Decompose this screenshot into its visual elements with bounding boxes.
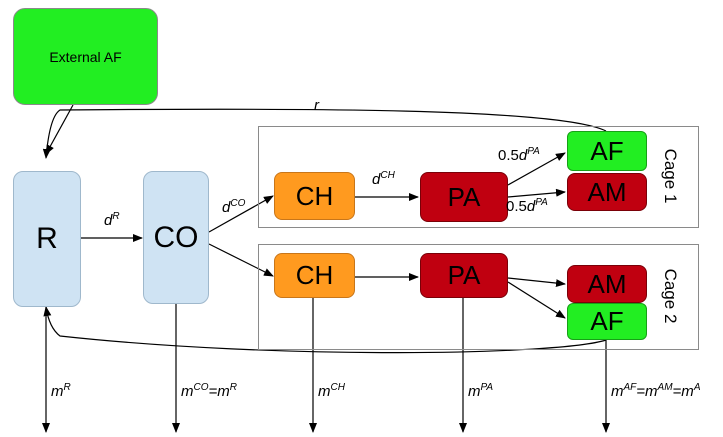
label-mortality-af-am: mAF=mAM=mA	[611, 382, 701, 400]
node-r: R	[13, 171, 81, 307]
arrow-feedback-bottom	[43, 306, 607, 354]
node-am-cage1: AM	[567, 173, 647, 211]
label-d-co: dCO	[222, 198, 246, 216]
node-ch-cage1: CH	[274, 172, 355, 220]
label-d-ch: dCH	[372, 170, 395, 188]
node-pa-cage1: PA	[420, 172, 508, 222]
arrow-pa1-to-am1	[507, 188, 566, 198]
arrow-feedback-top	[42, 108, 607, 159]
arrow-co-to-ch2	[208, 243, 274, 277]
cage-1-frame	[258, 126, 699, 228]
arrow-external-to-r	[45, 104, 74, 155]
label-mortality-co: mCO=mR	[181, 382, 237, 400]
node-am-cage2: AM	[567, 265, 647, 303]
node-af-cage2: AF	[567, 303, 647, 340]
label-d-r: dR	[104, 211, 120, 229]
label-pa-to-af: 0.5dPA	[498, 146, 540, 164]
label-feedback-r: r	[314, 97, 319, 114]
arrow-pa2-to-af2	[507, 281, 566, 319]
node-external-af: External AF	[13, 8, 158, 105]
label-mortality-r: mR	[51, 382, 71, 400]
label-mortality-pa: mPA	[468, 382, 494, 400]
label-pa-to-am: 0.5dPA	[506, 197, 548, 215]
cage-1-label: Cage 1	[661, 148, 680, 204]
node-af-cage1: AF	[567, 131, 647, 171]
cage-2-label: Cage 2	[661, 268, 680, 324]
cage-2-frame	[258, 244, 699, 350]
arrow-co-to-ch1	[208, 195, 274, 233]
node-ch-cage2: CH	[274, 253, 355, 298]
node-pa-cage2: PA	[420, 253, 508, 298]
arrow-pa2-to-am2	[507, 277, 566, 288]
arrow-pa1-to-af1	[507, 152, 566, 186]
node-co: CO	[143, 171, 209, 304]
label-mortality-ch: mCH	[318, 382, 345, 400]
